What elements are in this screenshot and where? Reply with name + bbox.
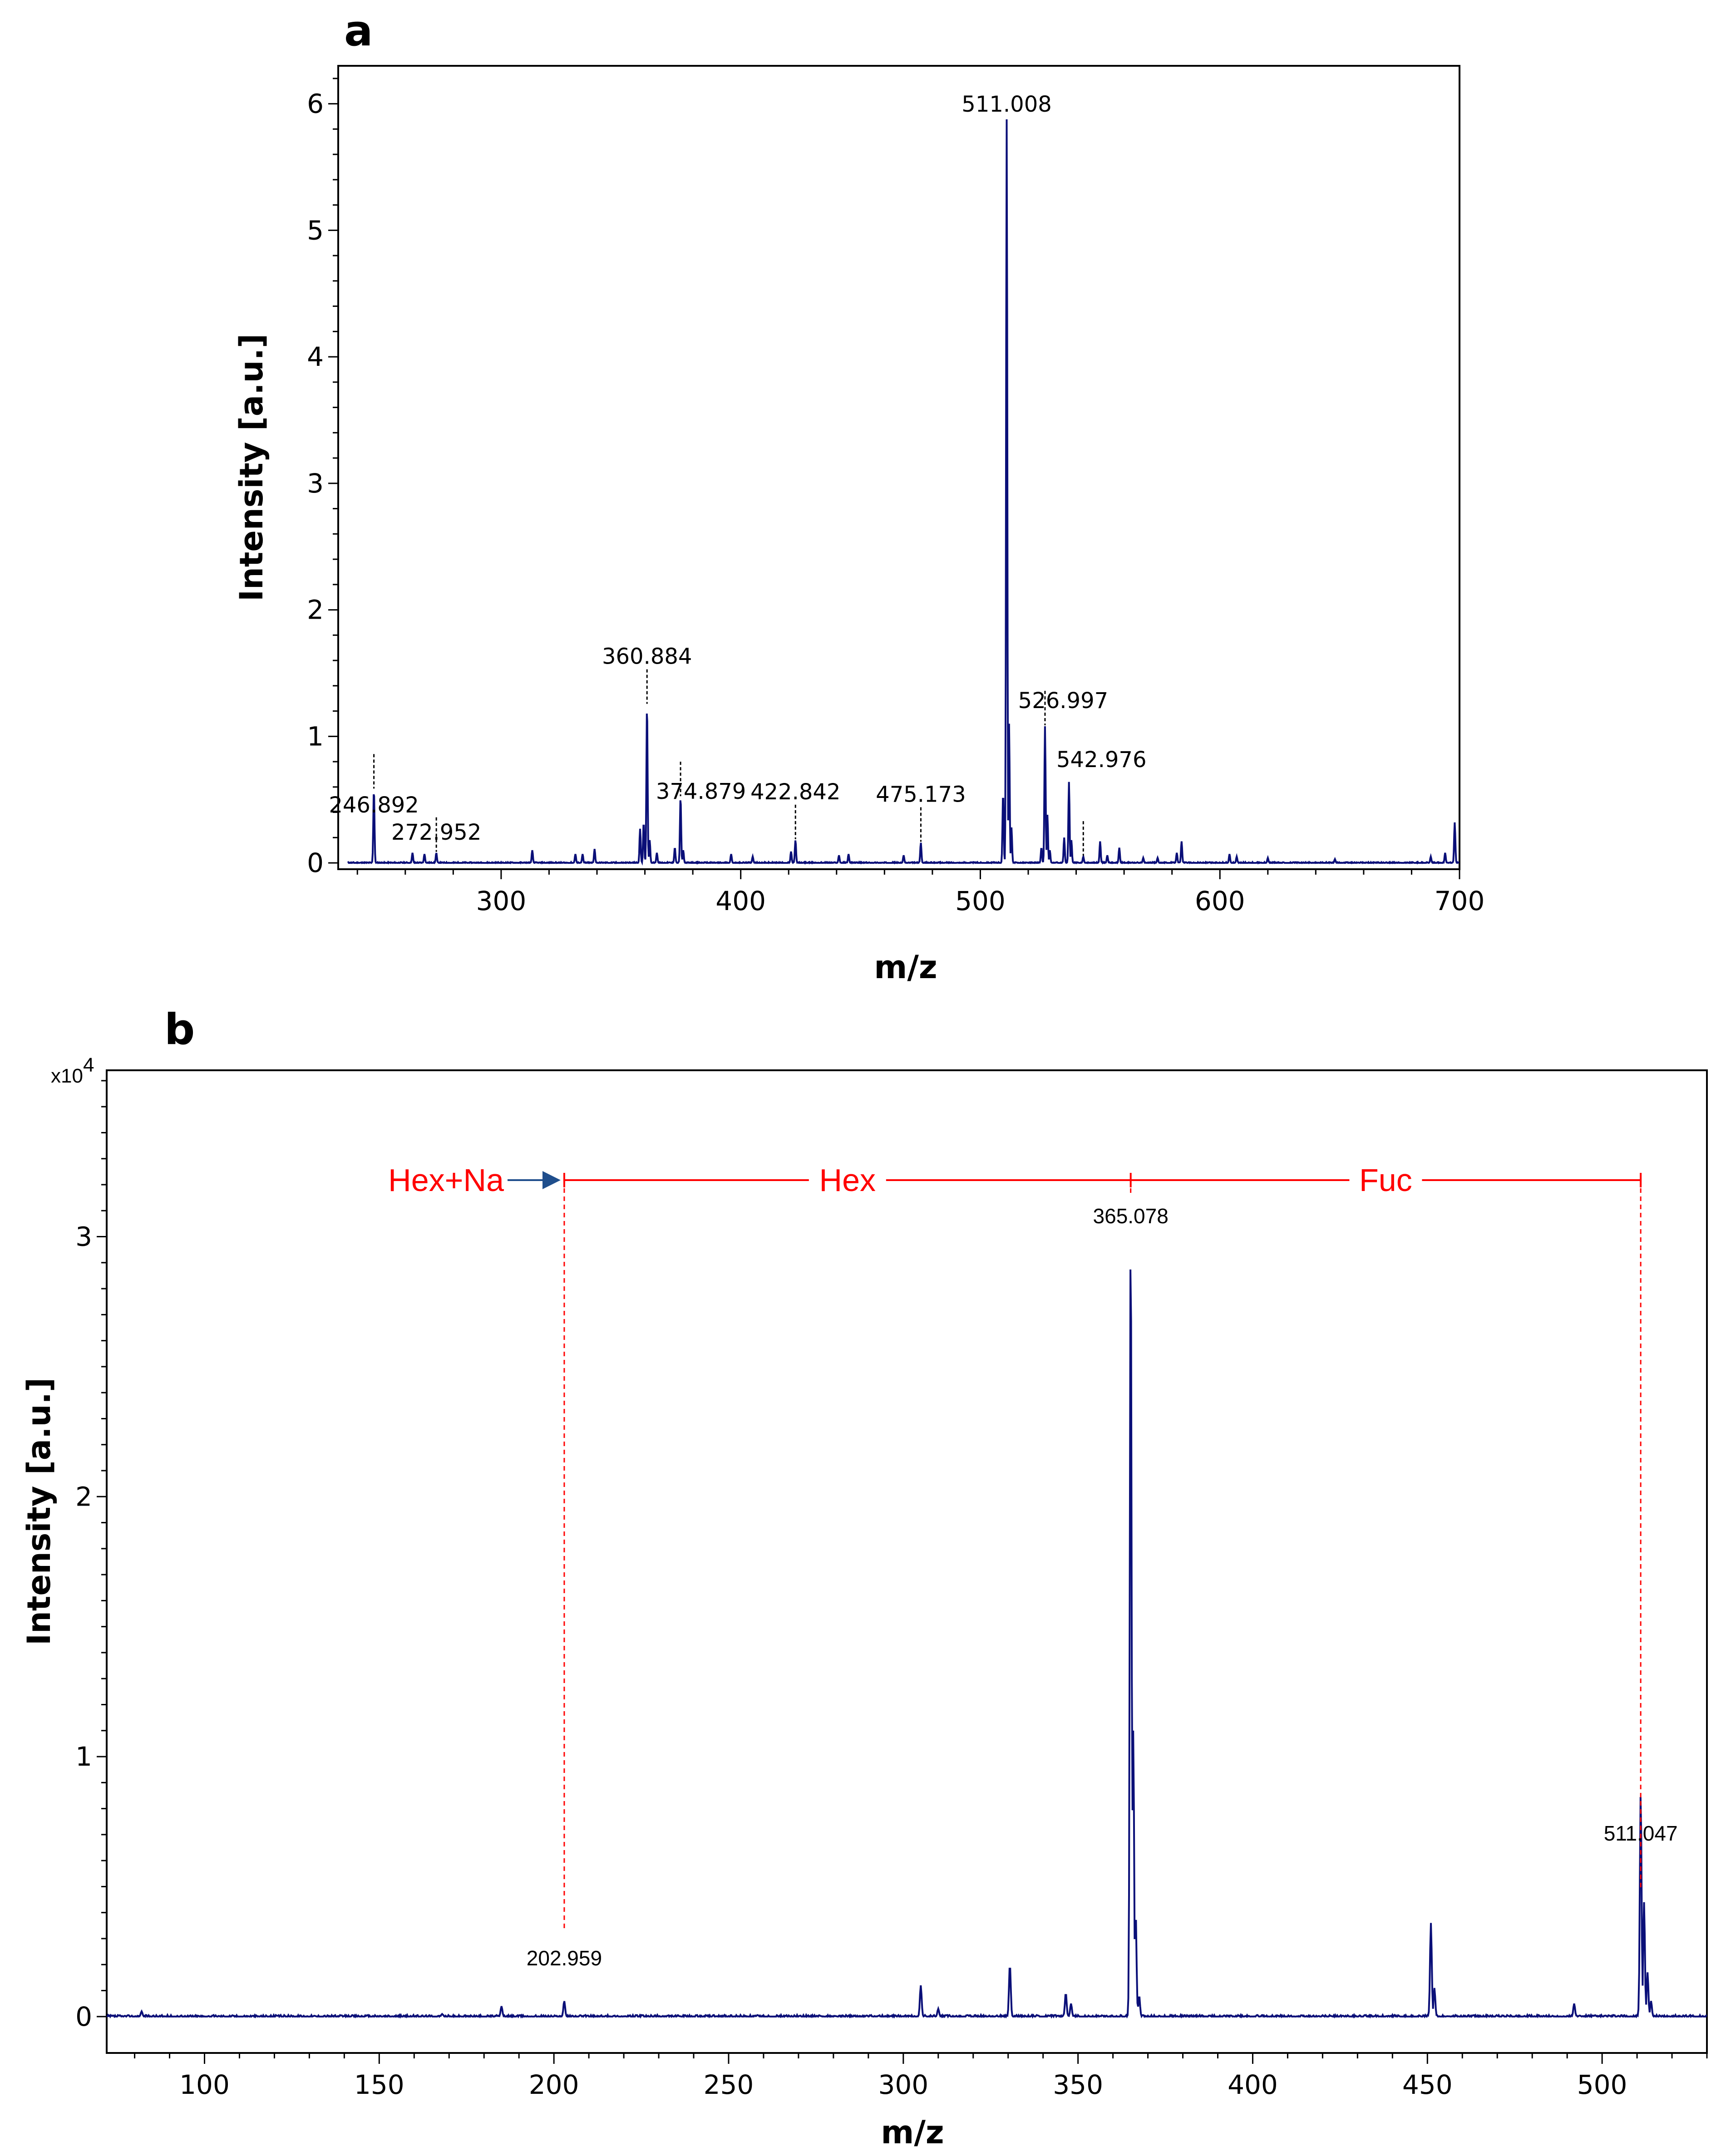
- x-tick-label: 250: [704, 2069, 754, 2100]
- y-tick-label: 2: [75, 1481, 92, 1512]
- x-tick-label: 450: [1402, 2069, 1453, 2100]
- y-tick-label: 1: [75, 1741, 92, 1772]
- peak-label: 246.892: [329, 793, 419, 818]
- x-tick-label: 200: [529, 2069, 579, 2100]
- x-tick-label: 300: [476, 886, 527, 916]
- x-tick-label: 300: [878, 2069, 928, 2100]
- y-axis-title-a: Intensity [a.u.]: [233, 334, 270, 601]
- peak-label: 475.173: [876, 782, 966, 807]
- spectrum-trace-b: [106, 1269, 1707, 2019]
- peak-labels-b: 202.959 365.078 511.047: [527, 1204, 1678, 1970]
- y-axis-b: 0 1 2 3: [75, 1080, 107, 2032]
- peak-label: 511.008: [962, 92, 1052, 117]
- peak-label: 422.842: [750, 779, 841, 805]
- y-tick-label: 3: [307, 468, 324, 499]
- annotation-fuc: Fuc: [1359, 1162, 1412, 1198]
- peak-label: 511.047: [1604, 1821, 1678, 1845]
- peak-label: 542.976: [1056, 747, 1147, 773]
- plot-frame-a: [337, 65, 1460, 870]
- peak-label: 526.997: [1018, 688, 1109, 714]
- y-multiplier-exponent: 4: [83, 1054, 94, 1076]
- peak-label: 360.884: [602, 644, 692, 669]
- x-tick-label: 100: [179, 2069, 230, 2100]
- panel-letter-a: a: [344, 6, 373, 56]
- y-multiplier: x104: [51, 1054, 94, 1087]
- peak-label: 202.959: [527, 1946, 602, 1970]
- annotation-label-bg-hex: [809, 1160, 886, 1201]
- x-tick-label: 500: [1577, 2069, 1627, 2100]
- y-tick-label: 5: [307, 215, 324, 246]
- y-tick-label: 3: [75, 1221, 92, 1252]
- x-tick-label: 150: [354, 2069, 404, 2100]
- panel-letter-b: b: [164, 1005, 195, 1054]
- x-tick-label: 600: [1195, 886, 1245, 916]
- peak-label: 365.078: [1093, 1204, 1169, 1228]
- y-tick-label: 6: [307, 89, 324, 119]
- plot-area-b: 0 1 2 3 100 150 200 250 300 350 400 450 500 202.959…: [75, 1080, 1708, 2100]
- y-tick-label: 2: [307, 595, 324, 625]
- y-tick-label: 4: [307, 341, 324, 372]
- glycan-annotation: Hex+Na Hex Fuc: [388, 1160, 1642, 1931]
- annotation-hex: Hex: [819, 1162, 876, 1198]
- x-axis-b: 100 150 200 250 300 350 400 450 500: [134, 2053, 1708, 2100]
- annotation-label-bg-fuc: [1349, 1160, 1422, 1201]
- x-tick-label: 500: [955, 886, 1006, 916]
- peak-label: 374.879: [656, 779, 746, 804]
- x-tick-label: 400: [715, 886, 766, 916]
- panel-b: b x104 0 1 2 3 100 150 200 250 300 350 400 450 500 …: [20, 1005, 1708, 2151]
- x-axis-title-b: m/z: [881, 2114, 944, 2151]
- x-tick-label: 700: [1435, 886, 1485, 916]
- panel-a: a 0 1 2 3 4 5 6 300 400 500 600 700 246.892272.952…: [233, 6, 1484, 986]
- x-axis-title-a: m/z: [874, 949, 937, 986]
- x-tick-label: 350: [1053, 2069, 1103, 2100]
- y-tick-label: 0: [307, 847, 324, 878]
- y-axis-title-b: Intensity [a.u.]: [20, 1378, 58, 1645]
- y-axis-a: 0 1 2 3 4 5 6: [307, 78, 338, 878]
- y-multiplier-base: x10: [51, 1065, 83, 1087]
- spectrum-trace-a: [347, 119, 1460, 866]
- y-tick-label: 0: [75, 2001, 92, 2032]
- plot-frame-b: [106, 1069, 1708, 2054]
- peak-label: 272.952: [391, 820, 482, 845]
- x-axis-a: 300 400 500 600 700: [356, 869, 1485, 916]
- y-tick-label: 1: [307, 721, 324, 752]
- annotation-hex-na: Hex+Na: [388, 1162, 504, 1198]
- x-tick-label: 400: [1228, 2069, 1278, 2100]
